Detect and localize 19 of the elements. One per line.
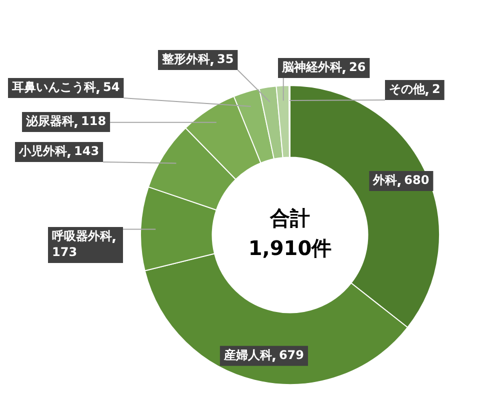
data-label: 26 [349, 60, 366, 74]
slice-label: 整形外科 [161, 52, 210, 66]
slice-label: 小児外科 [18, 144, 67, 158]
text: 合計 1,910件 [248, 206, 332, 260]
data-label: 173 [52, 245, 78, 260]
data-label: 54 [103, 80, 120, 94]
data-label: 679 [278, 348, 304, 362]
slice-label: 外科 [372, 173, 398, 188]
slice-label: 産婦人科 [222, 348, 272, 362]
slice-label: その他 [389, 82, 426, 96]
slice-label: 呼吸器外科 [52, 229, 112, 244]
data-label: 680 [404, 173, 430, 188]
data-label: 2 [432, 82, 440, 96]
data-label: 118 [81, 114, 106, 128]
slice-label: 泌尿器科 [25, 114, 74, 128]
data-label: 143 [74, 144, 100, 158]
data-label: 35 [217, 52, 234, 66]
slice-label: 耳鼻いんこう科 [11, 80, 96, 94]
slice-label: 脳神経外科 [281, 60, 342, 74]
